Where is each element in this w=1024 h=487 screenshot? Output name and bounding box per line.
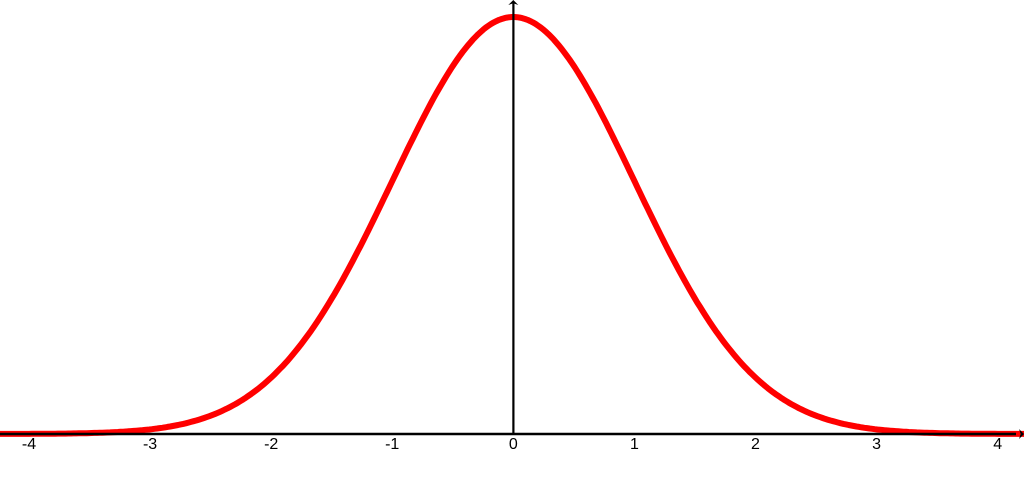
- svg-text:3: 3: [872, 436, 881, 453]
- svg-text:2: 2: [751, 436, 760, 453]
- svg-text:-1: -1: [385, 436, 399, 453]
- svg-text:4: 4: [993, 436, 1002, 453]
- svg-text:-4: -4: [22, 436, 36, 453]
- svg-text:-3: -3: [143, 436, 157, 453]
- svg-text:-2: -2: [264, 436, 278, 453]
- svg-text:1: 1: [630, 436, 639, 453]
- svg-text:0: 0: [509, 436, 518, 453]
